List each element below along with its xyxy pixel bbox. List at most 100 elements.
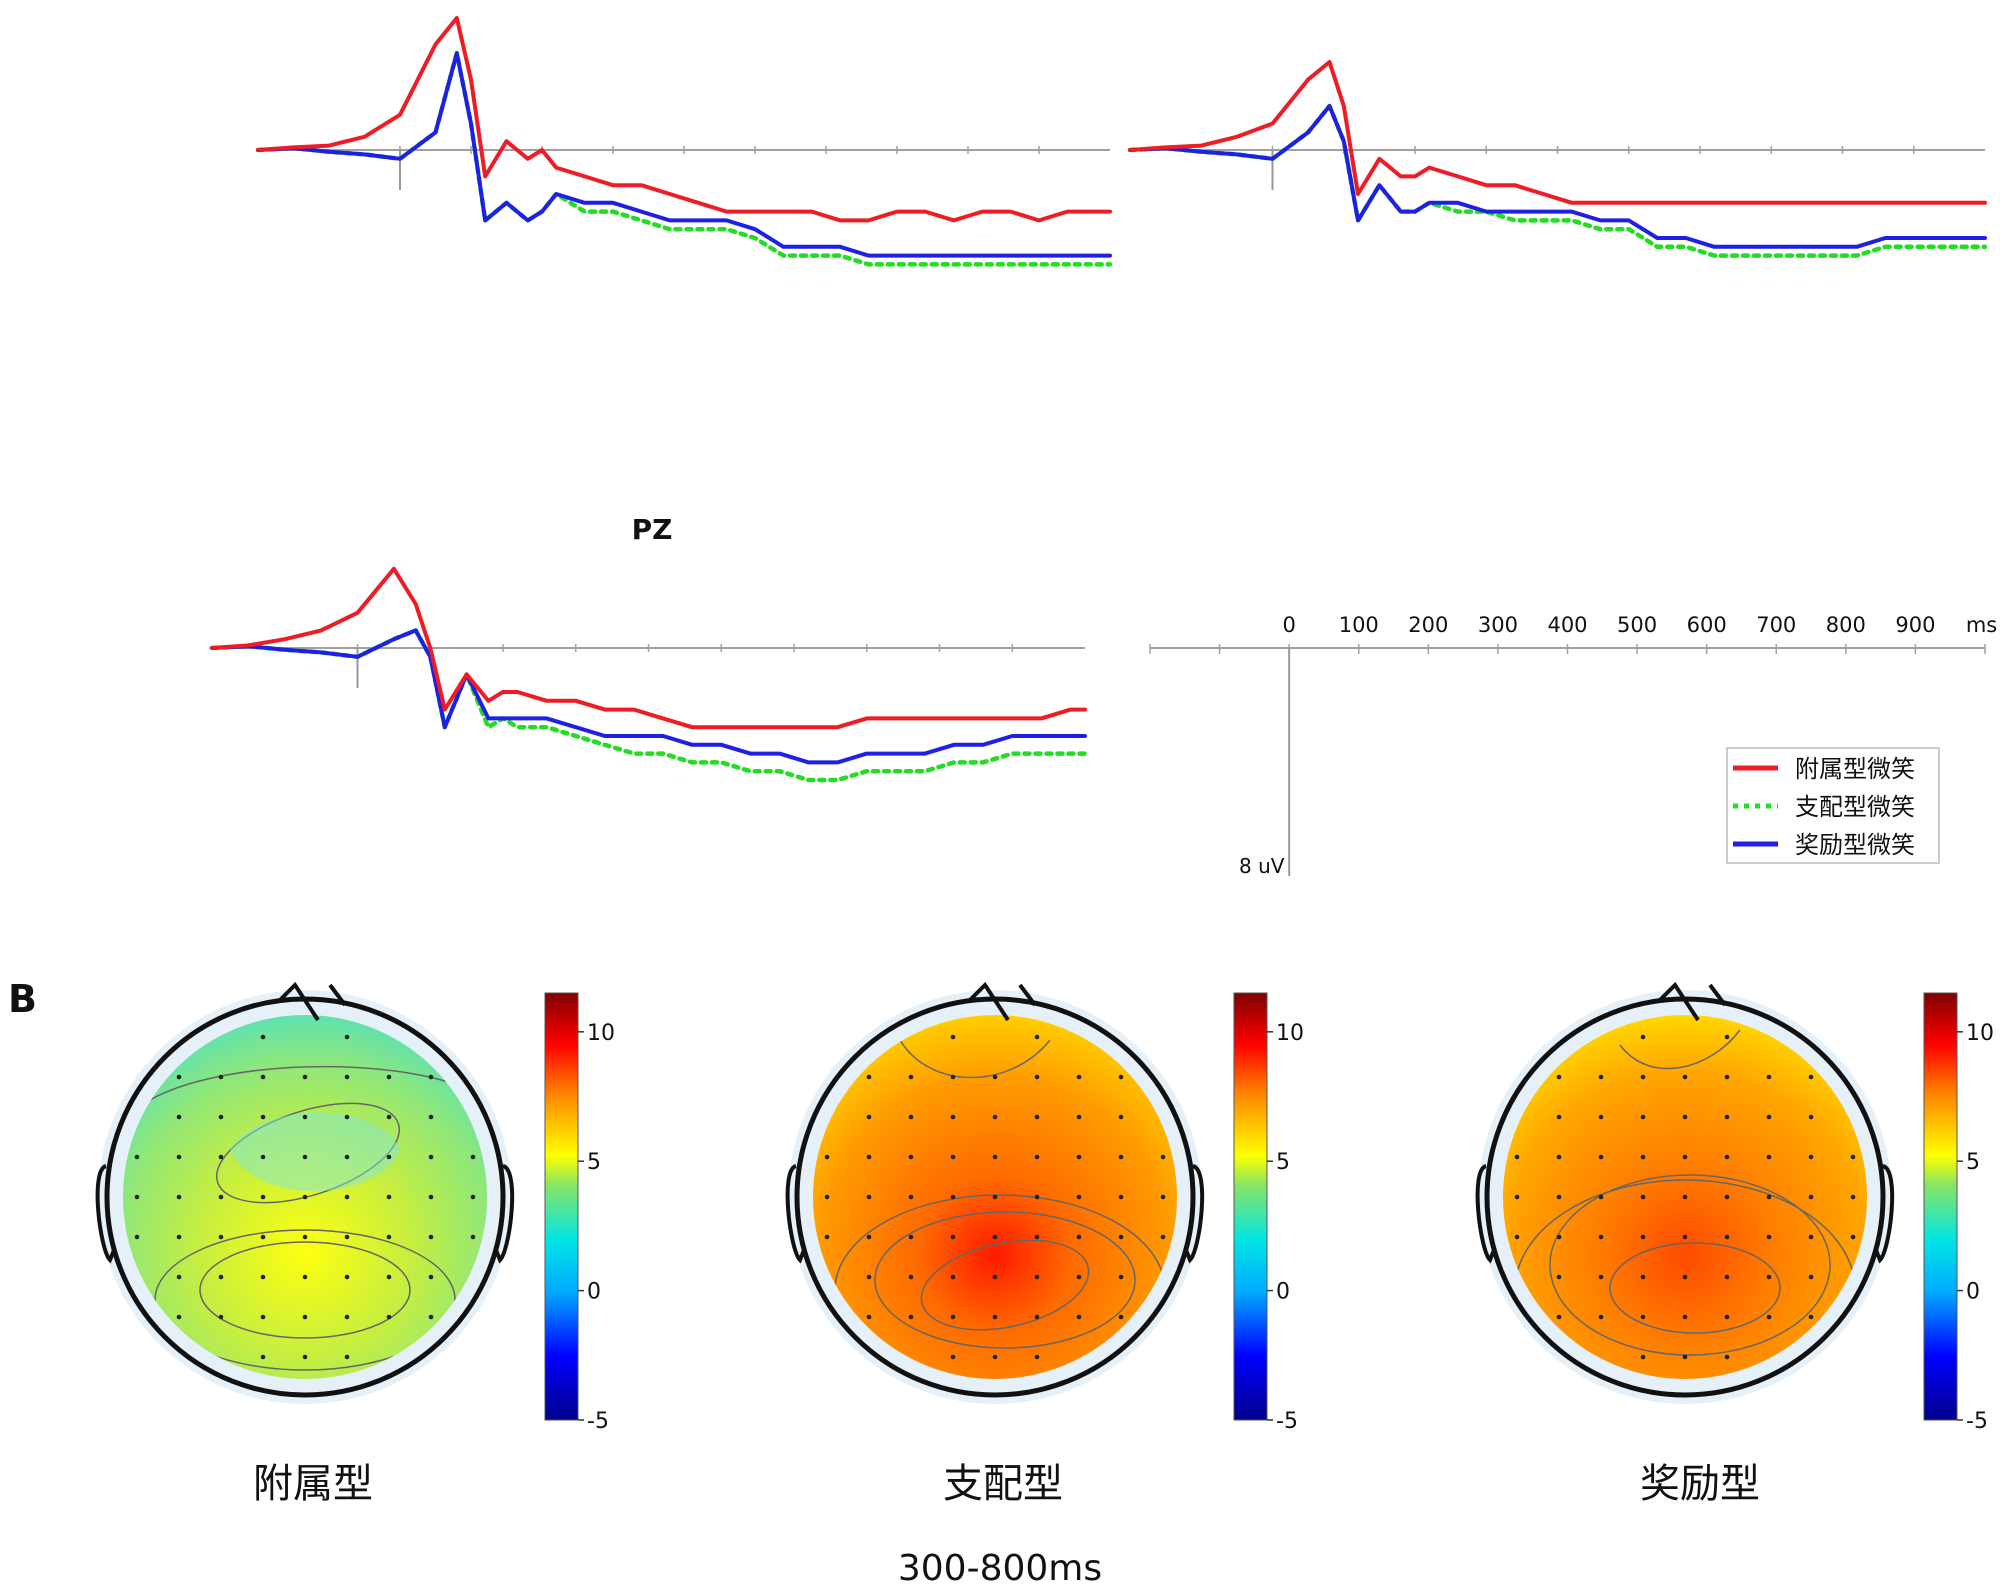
nose-icon [278,981,347,1022]
erp-series-line [256,16,1112,223]
electrode-dot [1514,1194,1520,1200]
electrode-dot [1724,1034,1730,1040]
electrode-dot [218,1114,224,1120]
electrode-dot [1640,1194,1646,1200]
legend-label-dominance: 支配型微笑 [1795,793,1915,821]
electrode-dot [260,1234,266,1240]
colorbar-tick-label: 10 [1276,1021,1304,1046]
electrode-dot [1640,1314,1646,1320]
electrode-dot [1640,1234,1646,1240]
electrode-dot [1556,1234,1562,1240]
erp-series-line [210,628,1087,765]
electrode-dot [1682,1354,1688,1360]
electrode-dot [1598,1274,1604,1280]
electrode-dot [1682,1234,1688,1240]
electrode-dot [1724,1274,1730,1280]
electrode-dot [176,1234,182,1240]
electrode-dot [260,1274,266,1280]
electrode-dot [1598,1234,1604,1240]
colorbar [1233,992,1268,1421]
electrode-dot [950,1194,956,1200]
electrode-dot [386,1194,392,1200]
electrode-dot [992,1194,998,1200]
right-ear-icon [1184,1164,1205,1264]
electrode-dot [1808,1314,1814,1320]
electrode-dot [950,1074,956,1080]
electrode-dot [1640,1074,1646,1080]
electrode-dot [386,1234,392,1240]
electrode-dot [1850,1194,1856,1200]
map-label-affiliative: 附属型 [253,1461,373,1507]
electrode-dot [1766,1154,1772,1160]
electrode-dot [428,1314,434,1320]
electrode-dot [386,1274,392,1280]
electrode-dot [1034,1314,1040,1320]
electrode-dot [1034,1194,1040,1200]
electrode-dot [950,1314,956,1320]
colorbar [1923,992,1958,1421]
electrode-dot [908,1074,914,1080]
colorbar-tick-label: 5 [1966,1150,1980,1175]
electrode-dot [218,1314,224,1320]
electrode-dot [950,1274,956,1280]
electrode-dot [1808,1234,1814,1240]
electrode-dot [1118,1154,1124,1160]
electrode-dot [1640,1114,1646,1120]
time-axis-label: 300 [1478,613,1518,637]
electrode-dot [428,1114,434,1120]
nose-icon [968,981,1037,1022]
colorbar-tick-label: 5 [587,1150,601,1175]
electrode-dot [1118,1194,1124,1200]
electrode-dot [1724,1234,1730,1240]
electrode-dot [1118,1074,1124,1080]
electrode-dot [302,1354,308,1360]
colorbar-tick-label: -5 [1966,1409,1988,1434]
electrode-dot [1034,1274,1040,1280]
electrode-dot [1682,1194,1688,1200]
electrode-dot [1724,1114,1730,1120]
electrode-dot [1034,1074,1040,1080]
electrode-dot [470,1154,476,1160]
time-axis-label: 500 [1617,613,1657,637]
electrode-dot [1598,1154,1604,1160]
electrode-dot [1640,1034,1646,1040]
electrode-dot [344,1114,350,1120]
electrode-dot [908,1234,914,1240]
time-axis: 0 100 200 300 400 500 600 700 800 900 ms [1149,613,1997,876]
plot-label-pz: PZ [632,513,673,546]
electrode-dot [1682,1074,1688,1080]
electrode-dot [302,1274,308,1280]
electrode-dot [1076,1114,1082,1120]
electrode-dot [134,1154,140,1160]
electrode-dot [1682,1274,1688,1280]
electrode-dot [866,1274,872,1280]
electrode-dot [1808,1274,1814,1280]
electrode-dot [134,1194,140,1200]
electrode-dot [260,1034,266,1040]
electrode-dot [1808,1194,1814,1200]
electrode-dot [1598,1194,1604,1200]
topomap-reward [1475,981,1895,1404]
electrode-dots [824,1034,1166,1360]
time-axis-label: 700 [1756,613,1796,637]
colorbar-tick-label: -5 [587,1409,609,1434]
electrode-dot [260,1074,266,1080]
right-ear-icon [1874,1164,1895,1264]
electrode-dot [1808,1114,1814,1120]
colorbar-tick-label: 0 [1966,1280,1980,1305]
electrode-dot [260,1314,266,1320]
electrode-dot [950,1114,956,1120]
legend: 附属型微笑 支配型微笑 奖励型微笑 [1726,747,1940,864]
electrode-dot [1766,1234,1772,1240]
electrode-dot [992,1234,998,1240]
electrode-dot [344,1034,350,1040]
electrode-dot [1640,1354,1646,1360]
electrode-dot [1034,1114,1040,1120]
electrode-dot [1034,1354,1040,1360]
left-ear-icon [785,1164,806,1264]
electrode-dot [1118,1314,1124,1320]
electrode-dot [1556,1114,1562,1120]
electrode-dot [1160,1154,1166,1160]
electrode-dot [176,1314,182,1320]
electrode-dot [824,1154,830,1160]
